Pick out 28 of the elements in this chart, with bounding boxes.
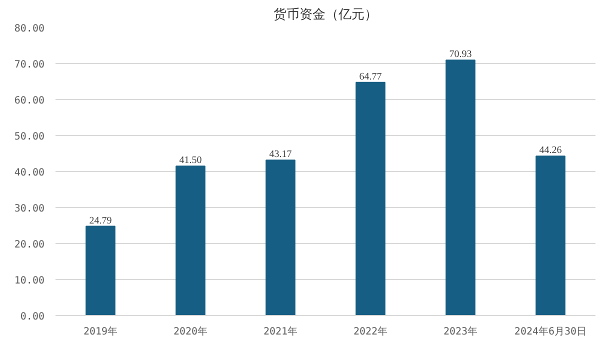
x-tick-label: 2022年 <box>353 326 388 338</box>
y-tick-label: 10.00 <box>14 276 45 286</box>
bar <box>356 82 386 316</box>
x-tick-label: 2024年6月30日 <box>514 326 587 338</box>
data-label: 44.26 <box>539 145 562 156</box>
data-label: 41.50 <box>179 155 202 166</box>
bar <box>176 166 206 316</box>
x-tick-label: 2019年 <box>83 326 118 338</box>
bar <box>446 60 476 316</box>
y-tick-label: 50.00 <box>14 132 45 142</box>
data-label: 64.77 <box>359 71 382 82</box>
y-tick-label: 0.00 <box>20 312 45 322</box>
bar <box>266 160 296 316</box>
y-tick-label: 20.00 <box>14 240 45 250</box>
y-tick-label: 30.00 <box>14 204 45 214</box>
y-tick-label: 40.00 <box>14 168 45 178</box>
x-tick-label: 2020年 <box>173 326 208 338</box>
y-tick-label: 60.00 <box>14 96 45 106</box>
y-tick-label: 70.00 <box>14 60 45 70</box>
x-tick-label: 2021年 <box>263 326 298 338</box>
bar <box>536 156 566 316</box>
x-tick-label: 2023年 <box>443 326 478 338</box>
bar <box>86 226 116 316</box>
chart-title: 货币资金（亿元） <box>274 8 378 22</box>
data-label: 70.93 <box>449 49 472 60</box>
data-label: 24.79 <box>89 215 112 226</box>
y-tick-label: 80.00 <box>14 24 45 34</box>
data-label: 43.17 <box>269 149 292 160</box>
